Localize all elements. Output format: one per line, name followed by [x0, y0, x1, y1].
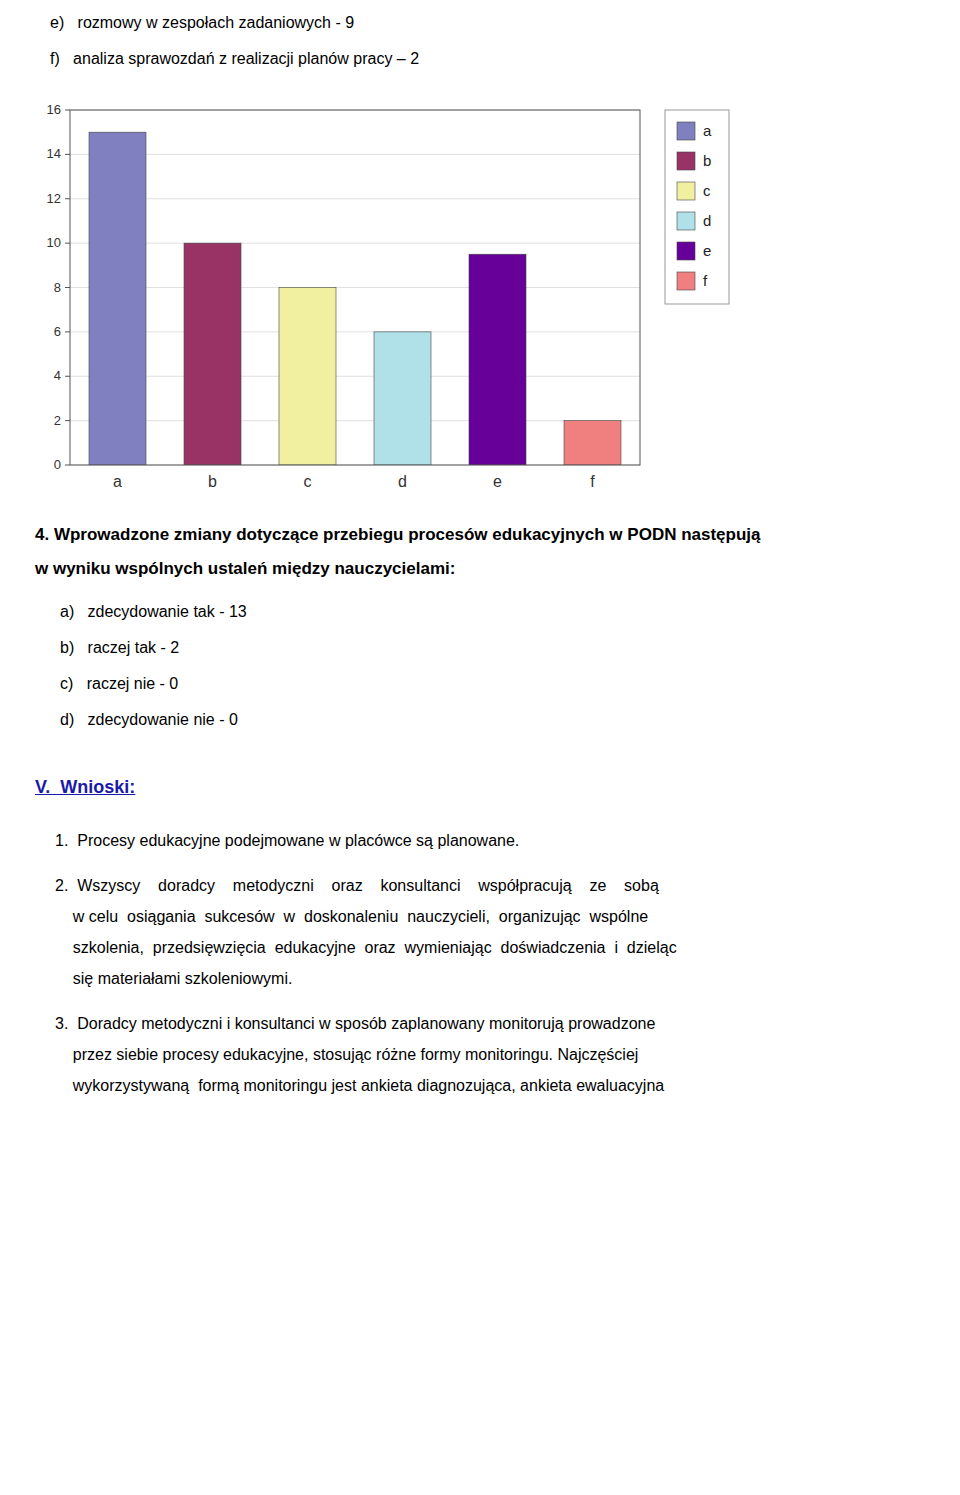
y-tick-label: 10: [47, 235, 61, 250]
x-tick-label: b: [208, 473, 217, 490]
legend-label: e: [703, 242, 711, 259]
y-tick-label: 12: [47, 191, 61, 206]
y-tick: [65, 154, 70, 155]
conclusion-line: w celu osiągania sukcesów w doskonaleniu…: [55, 908, 648, 926]
y-tick-label: 6: [54, 324, 61, 339]
y-tick-label: 4: [54, 368, 61, 383]
bar: [469, 254, 526, 465]
grid-line: [70, 331, 640, 332]
y-tick: [65, 465, 70, 466]
grid-line: [70, 376, 640, 377]
legend-swatch: [677, 152, 695, 170]
legend-label: d: [703, 212, 711, 229]
conclusion-line: 3. Doradcy metodyczni i konsultanci w sp…: [55, 1015, 655, 1033]
conclusion-line: przez siebie procesy edukacyjne, stosują…: [55, 1046, 638, 1064]
grid-line: [70, 154, 640, 155]
legend-frame: [665, 110, 729, 304]
y-tick-label: 16: [47, 102, 61, 117]
conclusions-header: V. Wnioski:: [35, 777, 135, 798]
section-title: 4. Wprowadzone zmiany dotyczące przebieg…: [35, 525, 761, 545]
section-item: a) zdecydowanie tak - 13: [60, 603, 247, 621]
legend: abcdef: [665, 110, 729, 304]
bar: [89, 132, 146, 465]
grid-line: [70, 198, 640, 199]
y-tick: [65, 331, 70, 332]
x-tick-label: a: [113, 473, 122, 490]
y-tick: [65, 243, 70, 244]
bar: [374, 332, 431, 465]
y-tick: [65, 198, 70, 199]
y-tick: [65, 420, 70, 421]
conclusion-line: 2. Wszyscy doradcy metodyczni oraz konsu…: [55, 877, 659, 895]
y-tick-label: 2: [54, 413, 61, 428]
x-tick-label: f: [590, 473, 595, 490]
conclusion-line: szkolenia, przedsięwzięcia edukacyjne or…: [55, 939, 677, 957]
text-line: e) rozmowy w zespołach zadaniowych - 9: [50, 14, 354, 32]
section-item: d) zdecydowanie nie - 0: [60, 711, 238, 729]
x-tick-label: e: [493, 473, 502, 490]
legend-swatch: [677, 122, 695, 140]
legend-label: a: [703, 122, 712, 139]
y-tick: [65, 110, 70, 111]
section-item: b) raczej tak - 2: [60, 639, 179, 657]
section-title: w wyniku wspólnych ustaleń między nauczy…: [35, 559, 455, 579]
x-tick-label: d: [398, 473, 407, 490]
section-item: c) raczej nie - 0: [60, 675, 178, 693]
legend-label: f: [703, 272, 708, 289]
conclusion-line: wykorzystywaną formą monitoringu jest an…: [55, 1077, 664, 1095]
bar: [184, 243, 241, 465]
legend-label: b: [703, 152, 711, 169]
y-tick-label: 14: [47, 146, 61, 161]
grid-line: [70, 287, 640, 288]
conclusion-line: się materiałami szkoleniowymi.: [55, 970, 292, 988]
bars: [89, 132, 621, 465]
text-line: f) analiza sprawozdań z realizacji planó…: [50, 50, 419, 68]
x-tick-label: c: [304, 473, 312, 490]
legend-label: c: [703, 182, 711, 199]
plot-frame: [70, 110, 640, 465]
y-tick-label: 0: [54, 457, 61, 472]
legend-swatch: [677, 182, 695, 200]
y-tick: [65, 287, 70, 288]
grid-line: [70, 420, 640, 421]
plot-background: [70, 110, 640, 465]
conclusion-line: 1. Procesy edukacyjne podejmowane w plac…: [55, 832, 519, 850]
grid-line: [70, 243, 640, 244]
bar-chart: 0246810121416abcdefabcdef: [0, 95, 960, 505]
legend-swatch: [677, 272, 695, 290]
bar: [279, 288, 336, 466]
y-tick-label: 8: [54, 280, 61, 295]
y-tick: [65, 376, 70, 377]
bar: [564, 421, 621, 465]
legend-swatch: [677, 212, 695, 230]
legend-swatch: [677, 242, 695, 260]
